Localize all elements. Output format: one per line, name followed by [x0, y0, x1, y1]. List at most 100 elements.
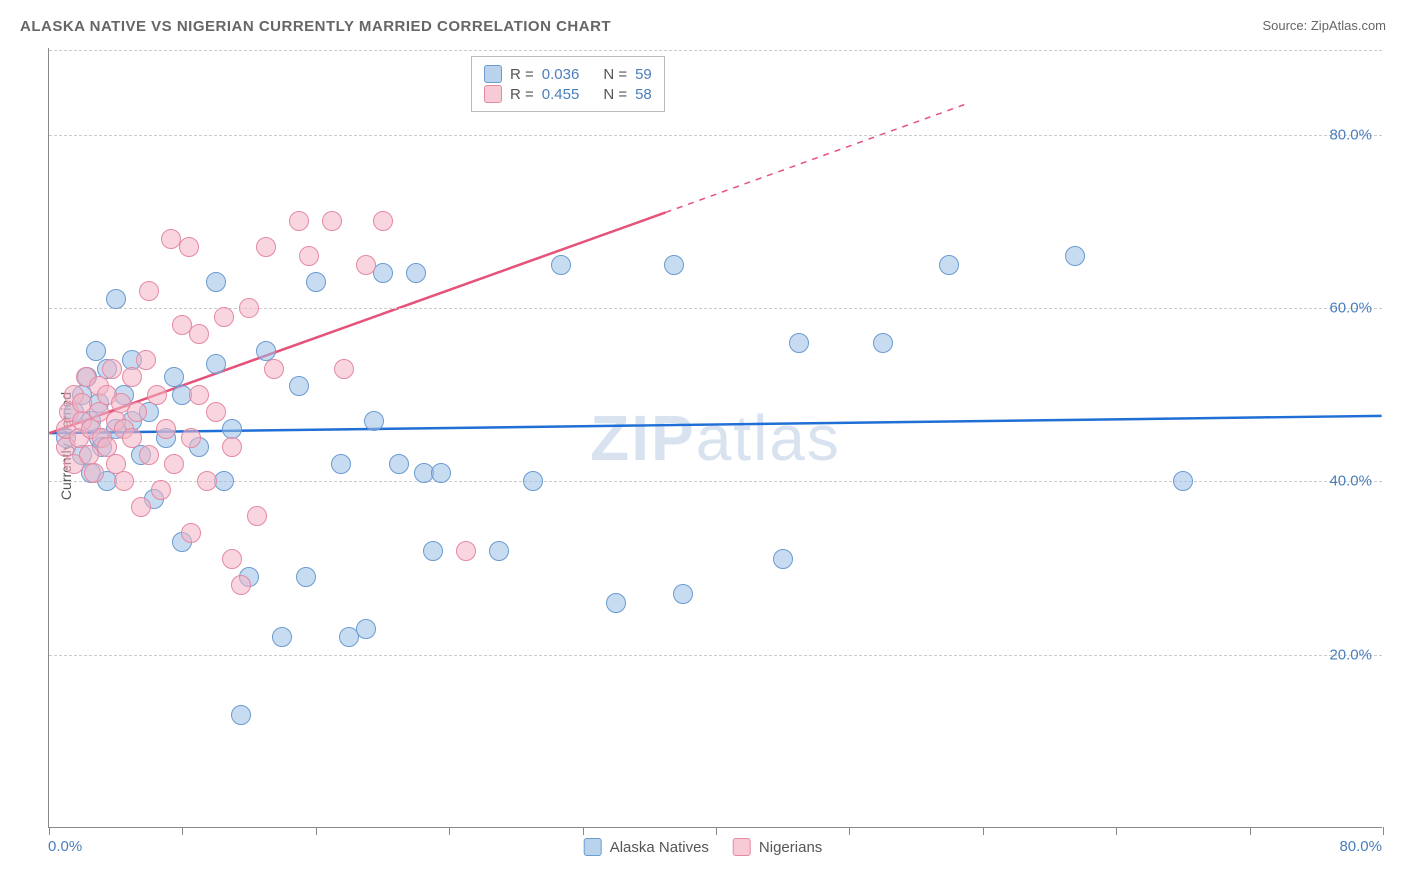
data-point: [222, 437, 242, 457]
data-point: [147, 385, 167, 405]
data-point: [189, 385, 209, 405]
data-point: [231, 575, 251, 595]
data-point: [231, 705, 251, 725]
swatch-icon: [484, 65, 502, 83]
data-point: [423, 541, 443, 561]
data-point: [106, 289, 126, 309]
data-point: [296, 567, 316, 587]
watermark: ZIPatlas: [590, 401, 841, 475]
data-point: [334, 359, 354, 379]
data-point: [164, 454, 184, 474]
r-value: 0.036: [542, 66, 580, 83]
data-point: [122, 367, 142, 387]
data-point: [773, 549, 793, 569]
n-label: N =: [603, 86, 627, 103]
data-point: [606, 593, 626, 613]
n-label: N =: [603, 66, 627, 83]
x-tick: [1116, 827, 1117, 835]
data-point: [181, 523, 201, 543]
legend-row-alaska: R = 0.036 N = 59: [484, 65, 652, 83]
x-tick: [316, 827, 317, 835]
data-point: [222, 549, 242, 569]
gridline: [49, 50, 1382, 51]
data-point: [551, 255, 571, 275]
data-point: [136, 350, 156, 370]
x-tick: [1383, 827, 1384, 835]
chart-title: ALASKA NATIVE VS NIGERIAN CURRENTLY MARR…: [20, 18, 611, 35]
swatch-icon: [584, 838, 602, 856]
r-value: 0.455: [542, 86, 580, 103]
x-tick: [1250, 827, 1251, 835]
data-point: [523, 471, 543, 491]
data-point: [156, 419, 176, 439]
data-point: [289, 211, 309, 231]
data-point: [127, 402, 147, 422]
data-point: [356, 255, 376, 275]
gridline: [49, 655, 1382, 656]
data-point: [206, 354, 226, 374]
data-point: [373, 211, 393, 231]
data-point: [239, 298, 259, 318]
source-label: Source: ZipAtlas.com: [1262, 18, 1386, 33]
data-point: [272, 627, 292, 647]
n-value: 58: [635, 86, 652, 103]
data-point: [299, 246, 319, 266]
r-label: R =: [510, 66, 534, 83]
data-point: [256, 237, 276, 257]
x-tick: [716, 827, 717, 835]
data-point: [131, 497, 151, 517]
x-min-label: 0.0%: [48, 838, 82, 855]
series-legend: Alaska Natives Nigerians: [584, 838, 823, 856]
x-tick: [983, 827, 984, 835]
r-label: R =: [510, 86, 534, 103]
data-point: [151, 480, 171, 500]
n-value: 59: [635, 66, 652, 83]
legend-item-alaska: Alaska Natives: [584, 838, 709, 856]
data-point: [789, 333, 809, 353]
y-tick-label: 80.0%: [1329, 126, 1372, 143]
x-tick: [49, 827, 50, 835]
data-point: [664, 255, 684, 275]
data-point: [389, 454, 409, 474]
y-tick-label: 40.0%: [1329, 473, 1372, 490]
data-point: [206, 402, 226, 422]
y-tick-label: 20.0%: [1329, 646, 1372, 663]
data-point: [489, 541, 509, 561]
gridline: [49, 135, 1382, 136]
y-tick-label: 60.0%: [1329, 300, 1372, 317]
legend-label: Alaska Natives: [610, 839, 709, 856]
data-point: [939, 255, 959, 275]
data-point: [431, 463, 451, 483]
data-point: [247, 506, 267, 526]
data-point: [289, 376, 309, 396]
data-point: [86, 341, 106, 361]
plot-area: ZIPatlas R = 0.036 N = 59 R = 0.455 N = …: [48, 48, 1382, 828]
data-point: [673, 584, 693, 604]
data-point: [356, 619, 376, 639]
data-point: [264, 359, 284, 379]
data-point: [456, 541, 476, 561]
data-point: [102, 359, 122, 379]
data-point: [189, 324, 209, 344]
data-point: [206, 272, 226, 292]
swatch-icon: [484, 85, 502, 103]
x-tick: [182, 827, 183, 835]
data-point: [406, 263, 426, 283]
data-point: [322, 211, 342, 231]
swatch-icon: [733, 838, 751, 856]
data-point: [1173, 471, 1193, 491]
x-tick: [849, 827, 850, 835]
x-tick: [449, 827, 450, 835]
legend-label: Nigerians: [759, 839, 822, 856]
data-point: [197, 471, 217, 491]
legend-item-nigerian: Nigerians: [733, 838, 822, 856]
data-point: [122, 428, 142, 448]
correlation-legend: R = 0.036 N = 59 R = 0.455 N = 58: [471, 56, 665, 112]
data-point: [114, 471, 134, 491]
data-point: [139, 445, 159, 465]
x-tick: [583, 827, 584, 835]
data-point: [139, 281, 159, 301]
data-point: [179, 237, 199, 257]
data-point: [181, 428, 201, 448]
data-point: [306, 272, 326, 292]
